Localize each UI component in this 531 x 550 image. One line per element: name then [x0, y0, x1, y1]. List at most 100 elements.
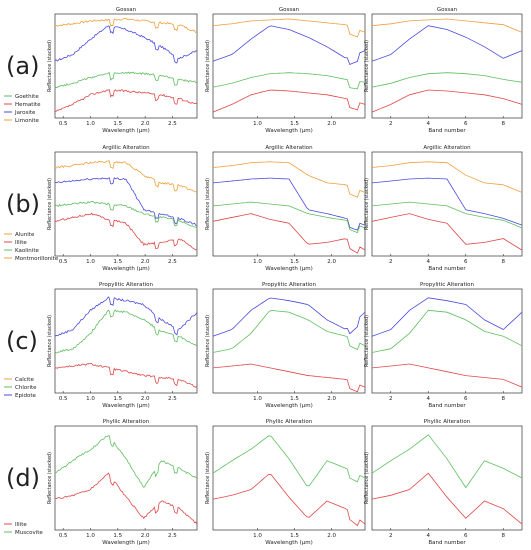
- x-axis-label: Wavelength (μm): [102, 266, 150, 272]
- panel-title: Argillic Alteration: [423, 145, 471, 151]
- series-line-limonite: [212, 18, 366, 38]
- legend-entry: Illite: [15, 522, 27, 528]
- x-tick-label: 2.0: [141, 396, 150, 402]
- legend-entry: Goethite: [15, 94, 39, 100]
- x-tick-label: 2.0: [327, 259, 336, 265]
- x-tick-label: 8: [502, 533, 506, 539]
- x-tick-label: 2.0: [327, 396, 336, 402]
- panel-title: Argillic Alteration: [102, 145, 150, 151]
- panel-frame: [371, 288, 523, 394]
- x-tick-label: 1.5: [290, 121, 299, 127]
- x-tick-label: 1.5: [113, 259, 122, 265]
- row-label-1: (b): [6, 190, 40, 218]
- series-line-illite: [212, 213, 366, 254]
- y-axis-label: Reflectance (stacked): [47, 315, 53, 367]
- legend-entry: Muscovite: [15, 530, 43, 536]
- x-tick-label: 1.0: [86, 121, 95, 127]
- x-tick-label: 4: [427, 396, 431, 402]
- y-axis-label: Reflectance (stacked): [47, 452, 53, 504]
- x-tick-label: 2.0: [327, 121, 336, 127]
- x-tick-label: 2: [389, 396, 393, 402]
- x-tick-label: 2.0: [327, 533, 336, 539]
- x-axis-label: Wavelength (μm): [265, 266, 313, 272]
- x-tick-label: 1.5: [113, 121, 122, 127]
- legend-entry: Montmorillonite: [15, 256, 59, 262]
- y-axis-label: Reflectance (stacked): [205, 452, 211, 504]
- y-axis-label: Reflectance (stacked): [364, 40, 370, 92]
- x-tick-label: 2: [389, 259, 393, 265]
- row-label-2: (c): [6, 327, 38, 355]
- series-line-montmorillonite: [212, 177, 366, 231]
- panel-frame: [371, 13, 523, 119]
- y-axis-label: Reflectance (stacked): [47, 40, 53, 92]
- series-line-goethite: [371, 72, 523, 88]
- series-line-illite: [371, 213, 523, 251]
- series-line-jarosite: [54, 25, 198, 64]
- y-axis-label: Reflectance (stacked): [205, 40, 211, 92]
- series-line-jarosite: [212, 25, 366, 66]
- x-axis-label: Wavelength (μm): [265, 128, 313, 134]
- series-line-kaolinite: [212, 201, 366, 234]
- legend-entry: Alunite: [15, 232, 35, 238]
- x-tick-label: 1.0: [86, 396, 95, 402]
- x-tick-label: 1.0: [86, 533, 95, 539]
- x-tick-label: 0.5: [59, 396, 68, 402]
- y-axis-label: Reflectance (stacked): [205, 178, 211, 230]
- panel-frame: [54, 151, 198, 257]
- panel-frame: [212, 425, 366, 531]
- x-tick-label: 8: [502, 396, 506, 402]
- x-axis-label: Wavelength (μm): [102, 128, 150, 134]
- series-line-hematite: [54, 89, 198, 113]
- x-tick-label: 1.0: [253, 396, 262, 402]
- x-tick-label: 6: [464, 121, 468, 127]
- series-line-hematite: [212, 89, 366, 113]
- series-line-kaolinite: [54, 200, 198, 230]
- x-tick-label: 2.5: [168, 396, 177, 402]
- series-line-illite: [371, 472, 523, 525]
- x-tick-label: 0.5: [59, 259, 68, 265]
- x-tick-label: 0.5: [59, 121, 68, 127]
- panel-frame: [371, 425, 523, 531]
- legend-entry: Chlorite: [15, 385, 37, 391]
- x-axis-label: Band number: [428, 128, 466, 134]
- legend-entry: Kaolinite: [15, 248, 39, 254]
- series-line-kaolinite: [371, 201, 523, 229]
- y-axis-label: Reflectance (stacked): [364, 315, 370, 367]
- series-line-muscovite: [54, 435, 198, 488]
- x-tick-label: 2: [389, 121, 393, 127]
- panel-frame: [212, 13, 366, 119]
- series-line-calcite: [371, 363, 523, 388]
- panel-frame: [212, 288, 366, 394]
- x-tick-label: 6: [464, 396, 468, 402]
- series-line-epidote: [212, 297, 366, 337]
- x-tick-label: 8: [502, 259, 506, 265]
- x-axis-label: Wavelength (μm): [265, 403, 313, 409]
- x-tick-label: 6: [464, 259, 468, 265]
- series-line-goethite: [54, 71, 198, 88]
- panel-title: Phyllic Alteration: [103, 419, 150, 425]
- panel-frame: [371, 151, 523, 257]
- series-line-limonite: [54, 17, 198, 34]
- x-tick-label: 4: [427, 121, 431, 127]
- panel-title: Argillic Alteration: [265, 145, 313, 151]
- panel-title: Gossan: [116, 7, 137, 13]
- x-axis-label: Wavelength (μm): [102, 403, 150, 409]
- x-tick-label: 1.0: [253, 121, 262, 127]
- x-tick-label: 2.5: [168, 259, 177, 265]
- series-line-limonite: [371, 18, 523, 33]
- series-line-epidote: [54, 296, 198, 337]
- legend-entry: Epidote: [15, 393, 37, 399]
- x-tick-label: 8: [502, 121, 506, 127]
- panel-title: Gossan: [437, 7, 458, 13]
- series-line-alunite: [371, 161, 523, 193]
- series-line-goethite: [212, 72, 366, 90]
- series-line-alunite: [54, 160, 198, 193]
- x-tick-label: 1.5: [290, 259, 299, 265]
- panel-frame: [54, 425, 198, 531]
- x-tick-label: 1.5: [290, 533, 299, 539]
- series-line-illite: [54, 212, 198, 251]
- x-tick-label: 1.5: [290, 396, 299, 402]
- x-tick-label: 4: [427, 259, 431, 265]
- legend-entry: Calcite: [15, 377, 34, 383]
- series-line-chlorite: [212, 309, 366, 353]
